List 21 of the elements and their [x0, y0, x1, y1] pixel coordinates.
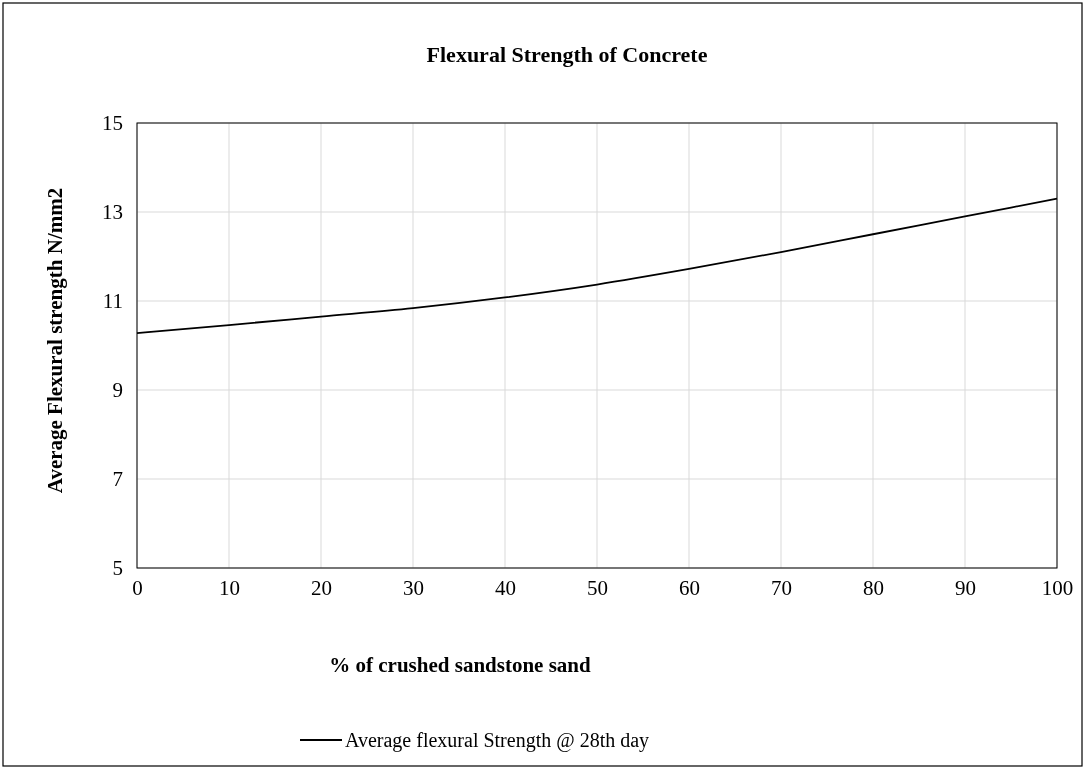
- chart-title: Flexural Strength of Concrete: [426, 42, 708, 67]
- x-tick-label: 80: [863, 575, 884, 600]
- x-tick-label: 70: [771, 575, 792, 600]
- y-axis-title: Average Flexural strength N/mm2: [43, 187, 67, 494]
- x-tick-label: 50: [587, 575, 608, 600]
- x-axis-title: % of crushed sandstone sand: [329, 653, 592, 677]
- y-tick-label: 13: [102, 200, 123, 225]
- y-tick-label: 15: [102, 111, 123, 136]
- y-tick-label: 11: [102, 289, 123, 314]
- x-tick-label: 30: [403, 575, 424, 600]
- x-tick-label: 90: [955, 575, 976, 600]
- x-tick-label: 100: [1041, 575, 1074, 600]
- y-tick-label: 5: [112, 556, 123, 581]
- x-tick-label: 10: [219, 575, 240, 600]
- legend-label: Average flexural Strength @ 28th day: [345, 729, 650, 752]
- y-tick-label: 7: [112, 467, 123, 492]
- y-tick-label: 9: [112, 378, 123, 403]
- x-tick-label: 60: [679, 575, 700, 600]
- x-tick-label: 40: [495, 575, 516, 600]
- x-tick-label: 0: [132, 575, 143, 600]
- x-tick-label: 20: [311, 575, 332, 600]
